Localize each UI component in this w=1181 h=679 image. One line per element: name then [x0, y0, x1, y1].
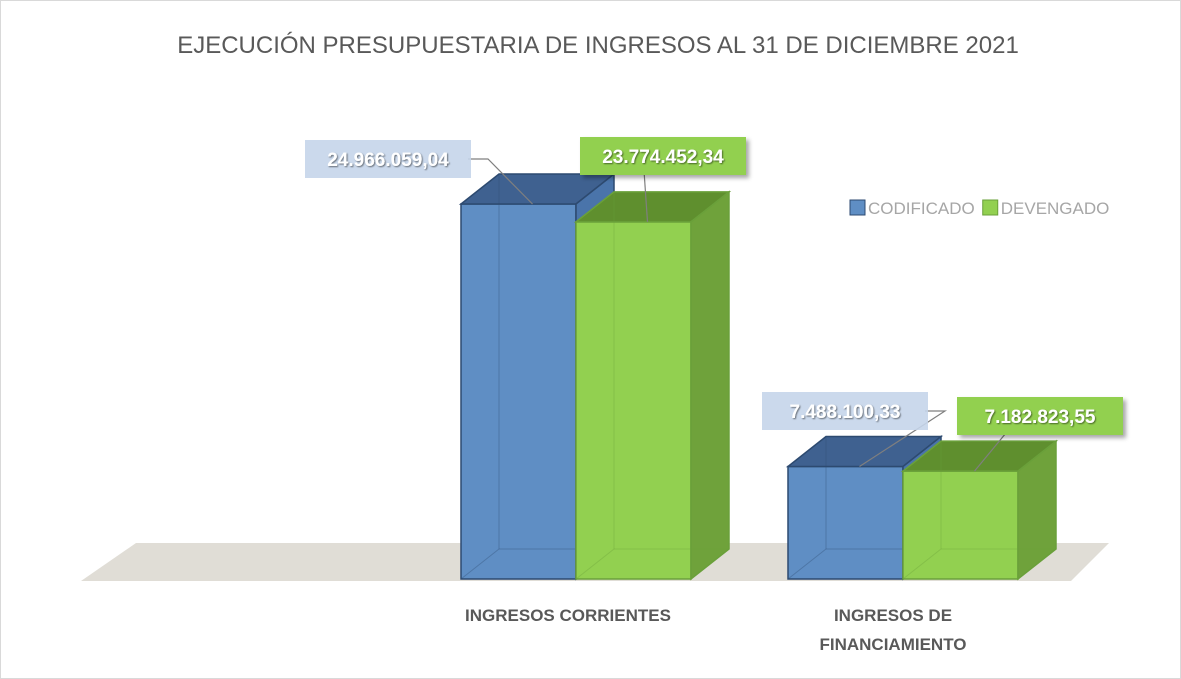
bar-edge: [575, 548, 615, 580]
bar-group: [900, 439, 1059, 581]
bar-group: [573, 190, 732, 581]
bar-side: [690, 190, 730, 581]
legend-swatch: [849, 199, 866, 216]
data-label-box: [957, 397, 1123, 435]
data-label-box: [580, 137, 746, 175]
data-label-box: [305, 140, 471, 178]
chart-title: EJECUCIÓN PRESUPUESTARIA DE INGRESOS AL …: [177, 32, 1019, 59]
data-label: 24.966.059,04: [327, 150, 449, 171]
data-label: 7.182.823,55: [985, 407, 1096, 428]
bar-edge: [902, 548, 942, 580]
bar: [575, 221, 692, 580]
bar-side: [1017, 439, 1057, 581]
legend-label: DEVENGADO: [1001, 199, 1110, 218]
bar-edge: [460, 548, 500, 580]
bar: [460, 203, 577, 580]
leader-line: [859, 410, 948, 468]
bar-edge: [787, 548, 827, 580]
leader-line: [468, 158, 533, 205]
data-label-box: [762, 392, 928, 430]
bar: [902, 470, 1019, 580]
legend-swatch: [982, 199, 999, 216]
x-tick-label: INGRESOS DE FINANCIAMIENTO: [819, 606, 967, 654]
x-tick-label: INGRESOS CORRIENTES: [465, 606, 671, 625]
legend-label: CODIFICADO: [868, 199, 975, 218]
data-label: 7.488.100,33: [790, 402, 901, 423]
bar: [787, 465, 904, 580]
data-label: 23.774.452,34: [602, 147, 724, 168]
